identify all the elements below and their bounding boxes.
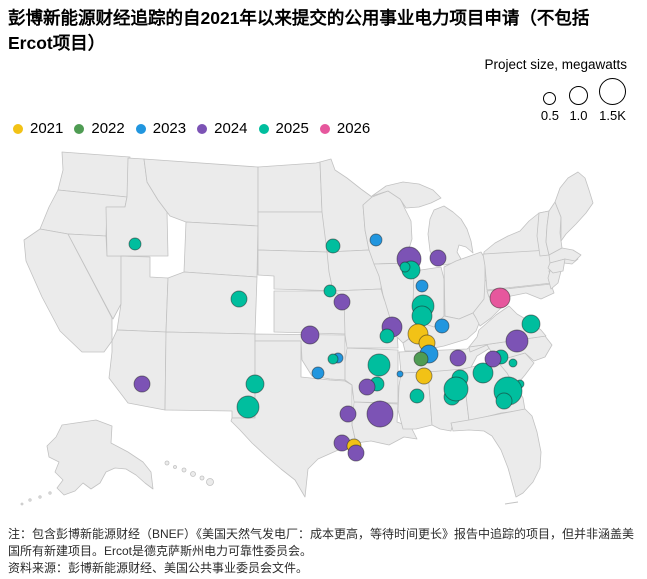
hawaii-island: [164, 460, 170, 466]
state-shape: [183, 221, 259, 278]
project-bubble[interactable]: [505, 329, 529, 353]
year-legend-label: 2024: [214, 120, 248, 137]
project-bubble[interactable]: [358, 378, 376, 396]
project-bubble[interactable]: [230, 290, 248, 308]
year-legend-dot: [258, 123, 269, 134]
project-bubble[interactable]: [396, 370, 404, 378]
aleutian-island: [38, 495, 42, 499]
florida-keys: [504, 501, 519, 505]
project-bubble[interactable]: [347, 444, 365, 462]
size-legend-item: 0.5: [541, 91, 559, 123]
state-shape: [108, 329, 167, 411]
hawaii-island: [190, 471, 196, 477]
aleutian-island: [28, 498, 32, 502]
alaska-shape: [46, 419, 154, 496]
project-bubble[interactable]: [133, 375, 151, 393]
state-shape: [344, 347, 399, 404]
year-legend-dot: [135, 123, 146, 134]
project-bubble[interactable]: [300, 325, 320, 345]
hawaii-island: [173, 465, 177, 469]
size-legend-value: 0.5: [540, 108, 559, 123]
state-shape: [257, 161, 323, 213]
hawaii-island: [206, 478, 214, 486]
year-legend-label: 2025: [275, 120, 309, 137]
project-bubble[interactable]: [411, 305, 433, 327]
state-shape: [450, 408, 542, 498]
project-bubble[interactable]: [323, 284, 337, 298]
state-shape: [547, 258, 566, 274]
year-legend-item: 2026: [319, 120, 371, 137]
year-legend-label: 2023: [152, 120, 187, 137]
project-bubble[interactable]: [449, 349, 467, 367]
size-legend-circle: [569, 86, 588, 105]
year-legend: 2021 2022 2023 2024 2025 2026: [13, 120, 370, 137]
project-bubble[interactable]: [495, 392, 513, 410]
project-bubble[interactable]: [508, 358, 518, 368]
footnote-block: 注：包含彭博新能源财经（BNEF）《美国天然气发电厂：成本更高，等待时间更长》报…: [8, 526, 642, 577]
project-bubble[interactable]: [333, 293, 351, 311]
project-bubble[interactable]: [413, 351, 429, 367]
project-bubble[interactable]: [236, 395, 260, 419]
project-bubble[interactable]: [399, 261, 411, 273]
state-shape: [257, 211, 328, 253]
project-bubble[interactable]: [245, 374, 265, 394]
project-bubble[interactable]: [521, 314, 541, 334]
year-legend-item: 2025: [258, 120, 309, 137]
project-bubble[interactable]: [311, 366, 325, 380]
note-text: 注：包含彭博新能源财经（BNEF）《美国天然气发电厂：成本更高，等待时间更长》报…: [8, 527, 635, 559]
project-bubble[interactable]: [367, 353, 391, 377]
project-bubble[interactable]: [369, 233, 383, 247]
size-legend: Project size, megawatts 0.5 1.0 1.5K: [484, 57, 627, 123]
state-shape: [554, 171, 594, 242]
size-legend-circles: 0.5 1.0 1.5K: [484, 77, 627, 123]
us-map: [20, 151, 594, 506]
project-bubble[interactable]: [443, 376, 469, 402]
project-bubble[interactable]: [415, 279, 429, 293]
year-legend-label: 2026: [336, 120, 371, 137]
year-legend-label: 2022: [91, 120, 125, 137]
project-bubble[interactable]: [128, 237, 142, 251]
project-bubble[interactable]: [327, 353, 339, 365]
state-shape: [116, 255, 169, 333]
project-bubble[interactable]: [325, 238, 341, 254]
size-legend-item: 1.5K: [598, 77, 627, 123]
project-bubble[interactable]: [429, 249, 447, 267]
source-text: 资料来源：彭博新能源财经、美国公共事业委员会文件。: [8, 561, 309, 576]
size-legend-value: 1.5K: [599, 108, 626, 123]
size-legend-circle: [599, 78, 626, 105]
year-legend-item: 2023: [135, 120, 187, 137]
size-legend-item: 1.0: [568, 85, 589, 123]
project-bubble[interactable]: [434, 318, 450, 334]
project-bubble[interactable]: [409, 388, 425, 404]
aleutian-island: [20, 502, 24, 506]
aleutian-island: [48, 491, 52, 495]
project-bubble[interactable]: [415, 367, 433, 385]
state-shape: [371, 181, 442, 209]
year-legend-label: 2021: [30, 120, 64, 137]
project-bubble[interactable]: [489, 287, 511, 309]
project-bubble[interactable]: [339, 405, 357, 423]
year-legend-dot: [197, 123, 208, 134]
year-legend-dot: [74, 123, 85, 134]
size-legend-title: Project size, megawatts: [484, 57, 627, 72]
size-legend-circle: [543, 92, 557, 105]
year-legend-dot: [319, 123, 330, 134]
state-shape: [165, 271, 258, 335]
year-legend-dot: [13, 123, 23, 134]
year-legend-item: 2021: [13, 120, 63, 137]
state-shape: [57, 151, 131, 198]
project-bubble[interactable]: [379, 328, 395, 344]
hawaii-island: [199, 475, 205, 481]
year-legend-item: 2024: [197, 120, 248, 137]
project-bubble[interactable]: [484, 350, 502, 368]
size-legend-value: 1.0: [569, 108, 588, 123]
bubbles-layer: [128, 233, 541, 462]
chart-title: 彭博新能源财经追踪的自2021年以来提交的公用事业电力项目申请（不包括Ercot…: [8, 8, 590, 54]
project-bubble[interactable]: [366, 400, 394, 428]
hawaii-island: [181, 467, 187, 473]
project-bubble[interactable]: [472, 362, 494, 384]
year-legend-item: 2022: [74, 120, 125, 137]
